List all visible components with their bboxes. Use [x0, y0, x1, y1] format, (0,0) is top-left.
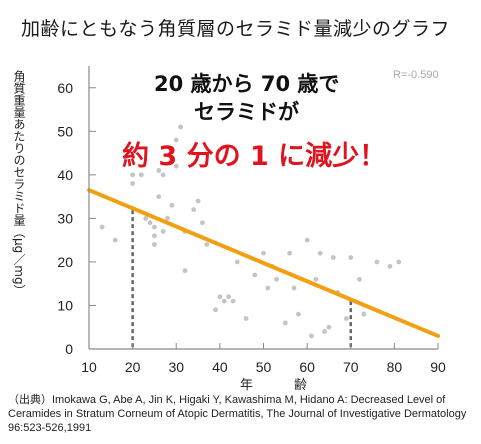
data-point — [152, 224, 157, 230]
data-point — [252, 272, 258, 278]
y-tick-label: 20 — [57, 254, 73, 270]
x-tick-label: 70 — [343, 359, 359, 375]
data-point — [191, 207, 197, 213]
x-tick-label: 30 — [168, 359, 184, 375]
x-tick-label: 10 — [81, 359, 97, 375]
x-tick-label: 90 — [430, 359, 446, 375]
data-point — [182, 268, 188, 274]
data-point — [217, 294, 223, 300]
data-point — [130, 172, 136, 178]
chart-title: 加齢にともなう角質層のセラミド量減少のグラフ — [21, 18, 451, 40]
data-point — [330, 255, 336, 260]
data-point — [112, 237, 118, 243]
reference-lines-layer — [131, 210, 352, 349]
data-point — [221, 298, 227, 304]
x-tick-label: 20 — [125, 359, 141, 375]
ticks-layer: 0 10 20 30 40 50 60 10 20 30 40 50 60 70 80 90 — [57, 80, 446, 375]
data-point — [291, 285, 297, 291]
data-point — [130, 181, 136, 186]
y-tick-label: 60 — [57, 80, 73, 96]
data-point — [357, 276, 362, 282]
data-point — [152, 233, 157, 239]
headline-line-3: 約 3 分の 1 に減少！ — [122, 141, 387, 172]
data-point — [265, 285, 271, 291]
data-point — [361, 311, 367, 317]
data-point — [304, 237, 310, 243]
x-tick-label: 60 — [299, 359, 315, 375]
data-point — [234, 259, 240, 265]
data-point — [156, 194, 162, 200]
x-tick-label: 40 — [212, 359, 228, 375]
data-point — [152, 242, 157, 247]
y-tick-label: 50 — [57, 123, 73, 139]
x-axis-label: 年 齢 — [240, 378, 322, 393]
data-point — [160, 229, 166, 234]
data-point — [226, 294, 232, 300]
data-point — [287, 250, 293, 256]
y-tick-label: 0 — [65, 341, 73, 357]
data-point — [169, 202, 175, 208]
y-axis-label: 角質重量あたりのセラミド量（μg／mg） — [12, 70, 26, 297]
y-tick-label: 10 — [57, 297, 73, 313]
data-point — [309, 333, 314, 339]
data-point — [274, 276, 279, 282]
data-point — [143, 215, 149, 221]
y-tick-label: 40 — [57, 167, 73, 183]
data-point — [326, 324, 332, 330]
data-point — [348, 255, 354, 260]
data-point — [178, 124, 184, 130]
data-point — [387, 263, 393, 269]
data-point — [230, 298, 236, 304]
x-tick-label: 80 — [387, 359, 403, 375]
data-point — [282, 320, 288, 326]
y-tick-label: 30 — [57, 210, 73, 226]
x-tick-label: 50 — [256, 359, 272, 375]
data-point — [317, 250, 323, 256]
correlation-label: R=-0.590 — [393, 69, 439, 81]
data-point — [296, 311, 301, 317]
data-point — [173, 137, 179, 143]
data-point — [374, 259, 380, 265]
data-point — [313, 276, 319, 282]
data-point — [173, 163, 179, 169]
data-point — [204, 242, 210, 247]
headline-line-1: 20 歳から 70 歳で — [154, 72, 340, 96]
data-point — [261, 250, 266, 256]
data-point — [147, 220, 153, 226]
data-point — [99, 224, 105, 230]
data-point — [243, 316, 249, 321]
source-citation: （出典）Imokawa G, Abe A, Jin K, Higaki Y, K… — [8, 394, 467, 434]
data-point — [343, 316, 349, 321]
data-point — [322, 329, 327, 334]
headline-line-2: セラミドが — [194, 100, 299, 124]
data-point — [160, 172, 166, 178]
data-point — [138, 172, 144, 178]
data-point — [396, 259, 402, 265]
data-point — [195, 198, 201, 204]
data-point — [156, 168, 162, 173]
data-point — [165, 215, 170, 221]
data-point — [200, 220, 205, 226]
data-point — [213, 307, 218, 313]
trend-line — [87, 188, 440, 338]
